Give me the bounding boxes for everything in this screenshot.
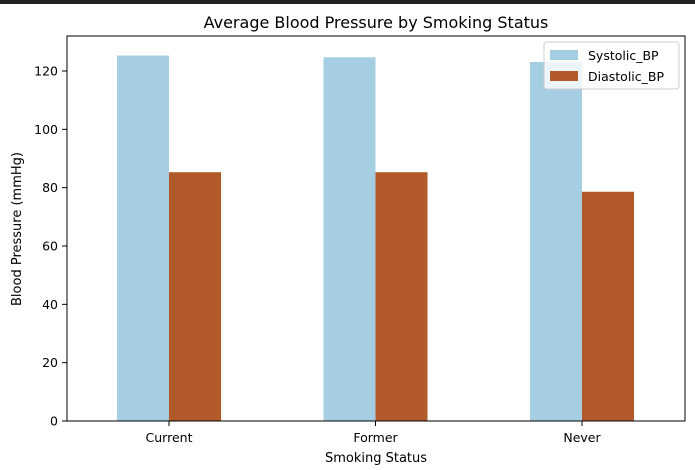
plot-frame [66,35,686,422]
y-tick-label: 40 [42,297,58,312]
legend-swatch-systolic-bp [550,50,578,60]
bar-systolic-bp-current [117,55,169,422]
legend-label-systolic-bp: Systolic_BP [588,48,659,63]
y-tick-label: 100 [34,122,58,137]
legend-swatch-diastolic-bp [550,71,578,81]
bar-diastolic-bp-never [582,191,634,421]
y-tick-label: 120 [34,64,58,79]
x-tick-label-former: Former [353,430,398,445]
legend: Systolic_BP Diastolic_BP [543,41,680,90]
y-tick-label: 20 [42,355,58,370]
bar-diastolic-bp-current [169,172,221,421]
y-axis-ticks: 0 20 40 60 80 100 120 [34,64,67,429]
legend-label-diastolic-bp: Diastolic_BP [588,69,664,84]
bar-diastolic-bp-former [375,172,428,421]
window-top-edge [0,0,695,4]
y-tick-label: 60 [42,239,58,254]
x-axis-ticks: Current Former Never [146,421,601,445]
bar-systolic-bp-former [323,57,376,422]
chart-title: Average Blood Pressure by Smoking Status [204,13,549,32]
y-tick-label: 80 [42,180,58,195]
bars-group [117,55,634,422]
y-tick-label: 0 [50,414,58,429]
x-axis-label: Smoking Status [325,451,427,466]
y-axis-label: Blood Pressure (mmHg) [10,152,25,306]
bar-systolic-bp-never [530,61,582,421]
x-tick-label-never: Never [563,430,601,445]
x-tick-label-current: Current [146,430,193,445]
